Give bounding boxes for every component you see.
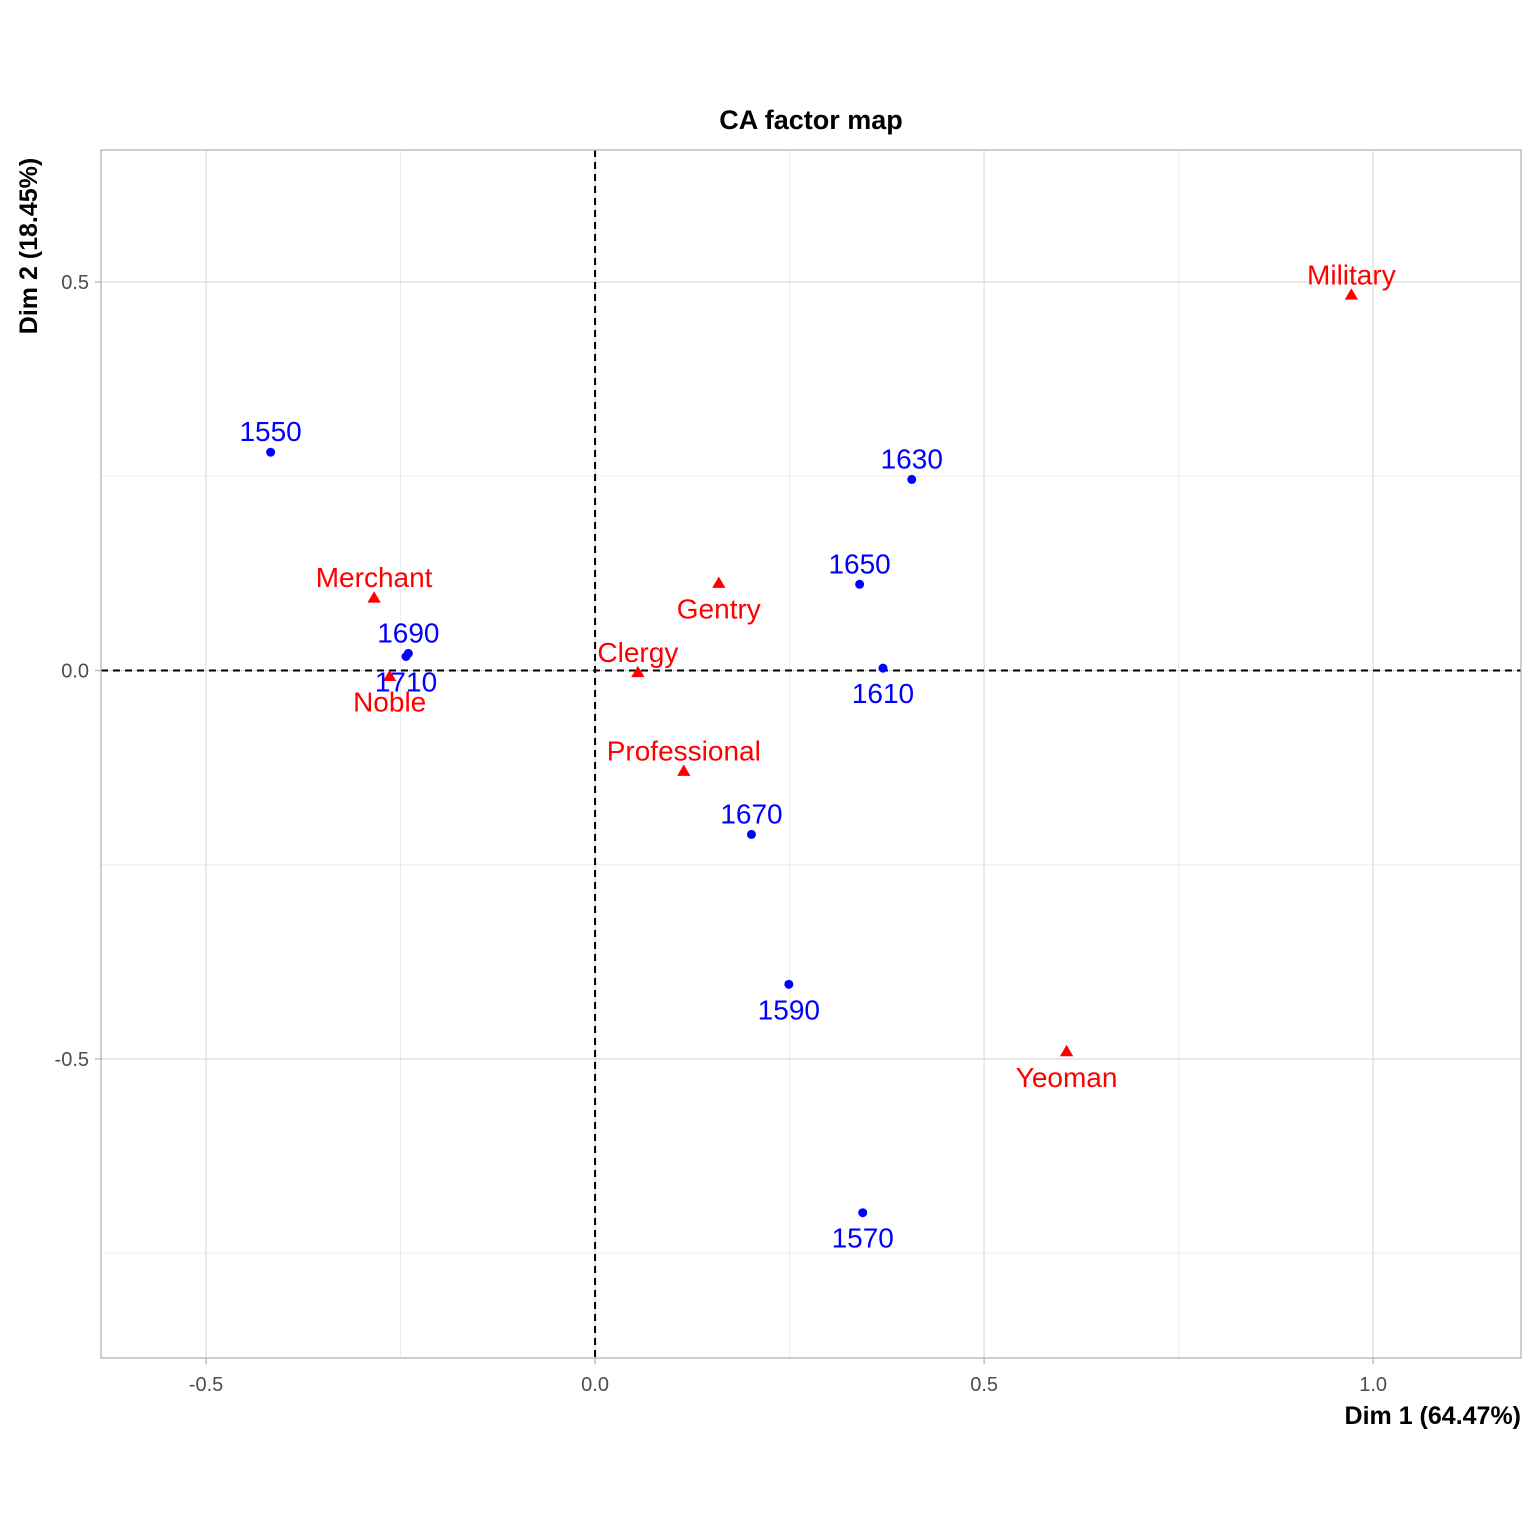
reference-lines [101,150,1521,1358]
grid-lines [101,150,1521,1358]
axis-ticks: -0.5 0.0 0.5 1.0 -0.5 0.0 0.5 [55,272,1388,1396]
chart-title: CA factor map [719,105,903,135]
point-label: 1590 [758,994,820,1025]
point-label: 1610 [852,678,914,709]
point-label: Military [1307,259,1396,290]
point-label: Merchant [316,562,433,593]
point-label: Noble [353,687,426,718]
data-points [266,288,1359,1218]
plot-panel-border [100,149,1522,1359]
x-tick-label: 0.0 [581,1374,609,1396]
point-labels: 1550 1570 1590 1610 1630 1650 1670 1690 1710 Mili… [239,259,1395,1253]
point-label: 1630 [881,443,943,474]
point-label: Clergy [597,637,678,668]
x-tick-label: 1.0 [1359,1374,1387,1396]
y-axis-title: Dim 2 (18.45%) [15,158,43,334]
circle-marker [266,447,276,457]
circle-marker [746,829,756,839]
point-label: 1650 [828,548,890,579]
triangle-marker [1059,1044,1074,1057]
triangle-marker [631,665,645,678]
triangle-marker [677,764,691,776]
point-label: Yeoman [1016,1062,1118,1093]
triangle-marker [383,669,397,682]
y-tick-label: 0.0 [61,660,89,682]
triangle-marker [367,591,381,603]
triangle-marker [1344,288,1359,300]
triangle-marker [712,576,726,588]
circle-marker [907,474,917,484]
point-label: Professional [607,735,761,766]
x-axis-title: Dim 1 (64.47%) [1345,1402,1521,1430]
point-label: 1570 [832,1223,894,1254]
point-label: 1690 [377,617,439,648]
point-label: Gentry [677,593,761,624]
circle-marker [878,663,888,673]
circle-marker [855,579,865,589]
point-label: 1710 [375,667,437,698]
x-tick-label: -0.5 [189,1374,223,1396]
circle-marker [401,652,411,662]
circle-marker [858,1208,868,1218]
point-label: 1550 [239,416,301,447]
y-tick-label: -0.5 [55,1049,89,1071]
x-tick-label: 0.5 [970,1374,998,1396]
point-label: 1670 [720,798,782,829]
y-tick-label: 0.5 [61,272,89,294]
circle-marker [784,979,794,989]
